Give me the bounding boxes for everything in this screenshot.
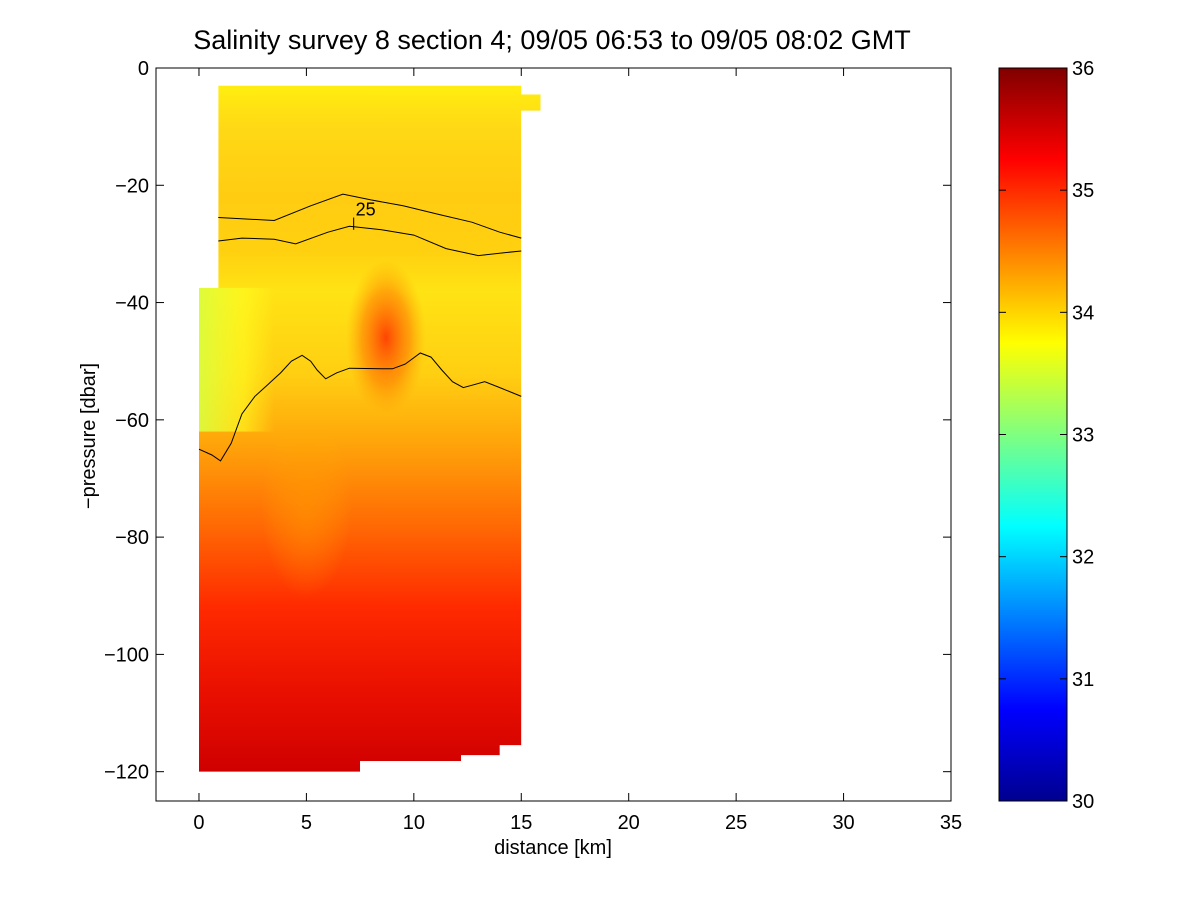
salinity-fill bbox=[199, 85, 541, 772]
y-axis: 0 −20 −40 −60 −80 −100 −120 bbox=[104, 58, 951, 784]
x-tick-label: 5 bbox=[301, 812, 312, 834]
colorbar-tick-label: 33 bbox=[1072, 425, 1094, 447]
x-tick-label: 10 bbox=[403, 812, 425, 834]
x-axis: 0 5 10 15 20 25 30 35 bbox=[193, 68, 962, 834]
y-tick-label: −20 bbox=[115, 175, 149, 197]
y-tick-label: −80 bbox=[115, 527, 149, 549]
colorbar-gradient bbox=[999, 68, 1067, 801]
colorbar-tick-label: 34 bbox=[1072, 302, 1094, 324]
colorbar-ticks: 30 31 32 33 34 35 36 bbox=[999, 58, 1094, 813]
colorbar-tick-label: 36 bbox=[1072, 58, 1094, 80]
y-tick-label: 0 bbox=[138, 58, 149, 80]
salinity-field bbox=[199, 85, 541, 772]
y-tick-label: −100 bbox=[104, 644, 149, 666]
chart-title: Salinity survey 8 section 4; 09/05 06:53… bbox=[193, 25, 910, 55]
y-tick-label: −40 bbox=[115, 293, 149, 315]
fresh-flank bbox=[199, 287, 275, 432]
plot-area: 25 0 5 10 15 20 25 30 35 0 −20 −40 −60 −80 −100 −120 bbox=[104, 58, 962, 834]
axes-frame bbox=[155, 67, 952, 802]
y-tick-label: −120 bbox=[104, 762, 149, 784]
x-tick-label: 30 bbox=[832, 812, 854, 834]
contour-line-25 bbox=[218, 225, 522, 257]
contour-label: 25 bbox=[356, 200, 376, 220]
x-tick-label: 0 bbox=[193, 812, 204, 834]
contour-line-upper bbox=[218, 193, 522, 239]
saline-tongue bbox=[261, 417, 352, 598]
colorbar-tick-label: 35 bbox=[1072, 180, 1094, 202]
saline-plume bbox=[345, 259, 426, 416]
y-axis-label: −pressure [dbar] bbox=[78, 363, 100, 509]
x-tick-label: 35 bbox=[940, 812, 962, 834]
x-tick-label: 15 bbox=[510, 812, 532, 834]
contour-line-lower bbox=[198, 352, 522, 462]
colorbar: 30 31 32 33 34 35 36 bbox=[998, 58, 1094, 813]
y-tick-label: −60 bbox=[115, 410, 149, 432]
contour-lines: 25 bbox=[198, 193, 522, 462]
x-tick-label: 20 bbox=[618, 812, 640, 834]
x-axis-label: distance [km] bbox=[494, 837, 612, 859]
colorbar-tick-label: 31 bbox=[1072, 669, 1094, 691]
colorbar-tick-label: 30 bbox=[1072, 791, 1094, 813]
x-tick-label: 25 bbox=[725, 812, 747, 834]
colorbar-tick-label: 32 bbox=[1072, 547, 1094, 569]
